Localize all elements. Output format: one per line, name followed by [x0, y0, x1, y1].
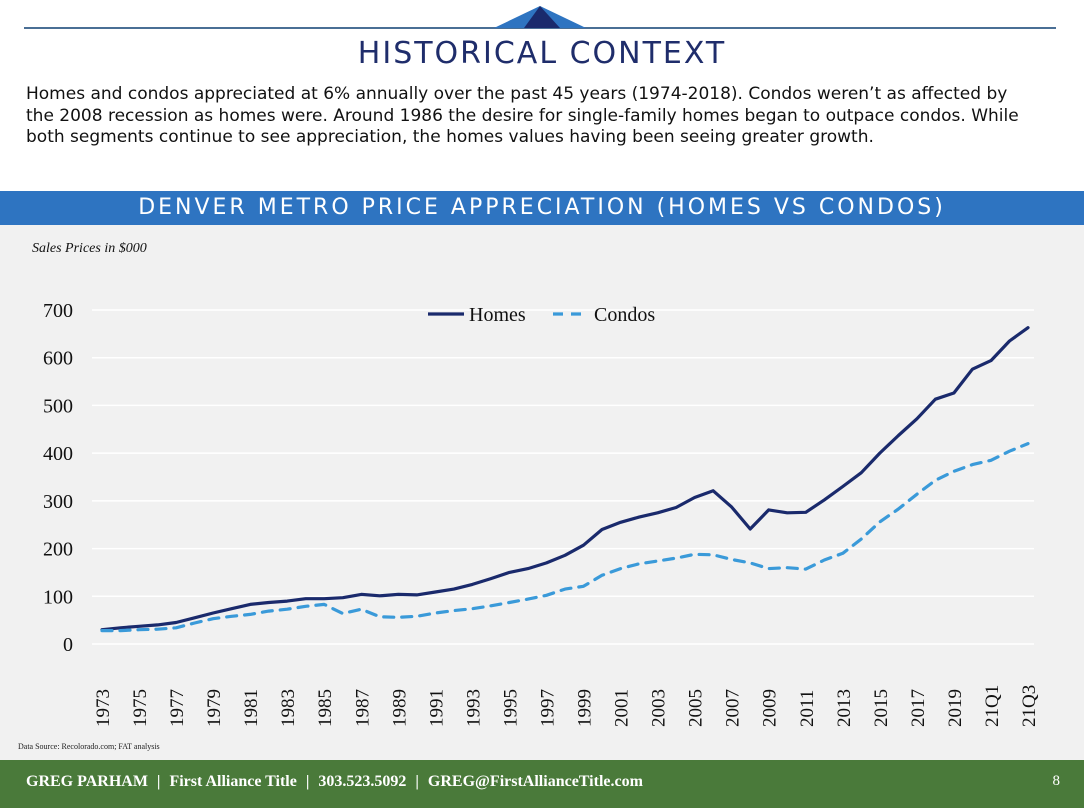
x-tick-label: 2019: [945, 689, 966, 727]
x-tick-label: 1983: [278, 689, 299, 727]
y-tick-label: 400: [43, 443, 73, 465]
price-appreciation-chart: Sales Prices in $000 0 100 200 300 400 500 600…: [32, 241, 1040, 727]
x-tick-label: 2003: [649, 689, 670, 727]
footer-company: First Alliance Title: [169, 773, 297, 790]
y-axis-ticks: 0 100 200 300 400 500 600 700: [43, 300, 73, 656]
x-tick-label: 1993: [463, 689, 484, 727]
data-source-note: Data Source: Recolorado.com; FAT analysi…: [18, 742, 160, 751]
y-tick-label: 600: [43, 348, 73, 370]
y-tick-label: 0: [63, 634, 73, 656]
intro-line: the 2008 recession as homes were. Around…: [26, 105, 1019, 126]
x-tick-label: 1997: [537, 689, 558, 727]
x-tick-label: 1995: [500, 689, 521, 727]
footer-contact: GREG PARHAM | First Alliance Title | 303.523…: [26, 773, 643, 791]
footer-separator: |: [156, 773, 161, 790]
legend: Homes Condos: [428, 304, 655, 326]
chart-area: Sales Prices in $000 0 100 200 300 400 500 600…: [0, 225, 1084, 761]
x-tick-label: 1973: [93, 689, 114, 727]
footer-bar: GREG PARHAM | First Alliance Title | 303.523…: [0, 760, 1084, 808]
footer-phone[interactable]: 303.523.5092: [318, 773, 407, 790]
chart-banner: DENVER METRO PRICE APPRECIATION (HOMES V…: [0, 191, 1084, 225]
x-tick-label: 21Q3: [1019, 685, 1040, 727]
x-tick-label: 1977: [167, 689, 188, 727]
x-tick-label: 1989: [389, 689, 410, 727]
x-tick-label: 2005: [686, 689, 707, 727]
x-tick-label: 2015: [871, 689, 892, 727]
y-tick-label: 200: [43, 539, 73, 561]
series-layer: [100, 326, 1030, 633]
y-tick-label: 700: [43, 300, 73, 322]
x-tick-label: 2007: [723, 689, 744, 727]
x-tick-label: 1979: [204, 689, 225, 727]
intro-line: Homes and condos appreciated at 6% annua…: [26, 84, 1008, 104]
x-tick-label: 1975: [130, 689, 151, 727]
intro-paragraph: Homes and condos appreciated at 6% annua…: [26, 84, 1062, 149]
x-tick-label: 1985: [315, 689, 336, 727]
x-tick-label: 2013: [834, 689, 855, 727]
series-line-condos: [100, 442, 1030, 633]
footer-separator: |: [415, 773, 419, 790]
x-tick-label: 2017: [908, 689, 929, 727]
x-axis-ticks: 1973 1975 1977 1979 1981 1983 1985 1987 1989 1991…: [93, 685, 1040, 727]
footer-separator: |: [305, 773, 310, 790]
page-title: HISTORICAL CONTEXT: [357, 36, 727, 71]
x-tick-label: 21Q1: [982, 685, 1003, 727]
y-tick-label: 300: [43, 491, 73, 513]
x-tick-label: 1991: [426, 689, 447, 727]
y-axis-label: Sales Prices in $000: [32, 241, 147, 256]
mountain-logo-icon: [494, 6, 586, 28]
x-tick-label: 1999: [575, 689, 596, 727]
series-line-homes: [100, 326, 1030, 632]
legend-label: Homes: [469, 304, 526, 326]
intro-line: both segments continue to see appreciati…: [26, 127, 874, 147]
legend-label: Condos: [594, 304, 655, 326]
footer-email[interactable]: GREG@FirstAllianceTitle.com: [427, 773, 643, 790]
y-tick-label: 500: [43, 395, 73, 417]
y-tick-label: 100: [43, 586, 73, 608]
chart-title: DENVER METRO PRICE APPRECIATION (HOMES V…: [138, 195, 946, 220]
x-tick-label: 2001: [612, 689, 633, 727]
footer-name: GREG PARHAM: [26, 773, 148, 790]
grid-layer: [92, 309, 1034, 645]
page-number: 8: [1052, 773, 1061, 789]
x-tick-label: 2011: [797, 690, 818, 727]
top-rule: [24, 27, 1056, 29]
x-tick-label: 1981: [241, 689, 262, 727]
x-tick-label: 1987: [352, 689, 373, 727]
x-tick-label: 2009: [760, 689, 781, 727]
